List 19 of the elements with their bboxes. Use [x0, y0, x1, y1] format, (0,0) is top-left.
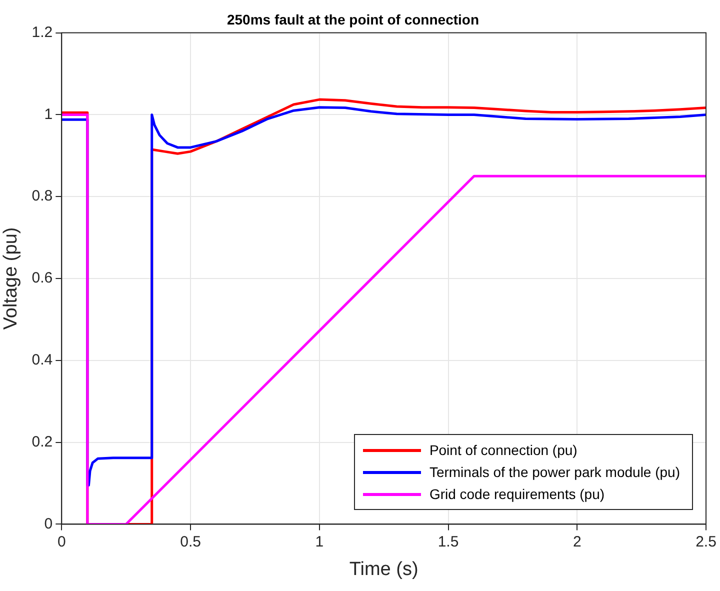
chart-title: 250ms fault at the point of connection: [226, 11, 480, 28]
y-tick-label: 1.2: [32, 24, 53, 41]
y-tick-label: 0.2: [32, 433, 53, 450]
x-tick-label: 0: [57, 533, 66, 550]
y-tick-label: 0: [44, 515, 53, 532]
x-tick-label: 0.5: [180, 533, 201, 550]
legend-label: Grid code requirements (pu): [429, 486, 605, 502]
legend-label: Terminals of the power park module (pu): [429, 464, 680, 480]
x-tick-label: 2.5: [696, 533, 716, 550]
y-tick-label: 0.8: [32, 188, 53, 205]
x-tick-label: 1.5: [438, 533, 459, 550]
x-axis-title: Time (s): [349, 558, 418, 580]
x-tick-label: 1: [315, 533, 324, 550]
y-axis-title: Voltage (pu): [0, 227, 22, 330]
y-tick-label: 0.4: [32, 352, 53, 369]
legend-label: Point of connection (pu): [429, 442, 578, 458]
y-tick-label: 0.6: [32, 270, 53, 287]
y-tick-label: 1: [44, 106, 53, 123]
x-tick-label: 2: [572, 533, 582, 550]
